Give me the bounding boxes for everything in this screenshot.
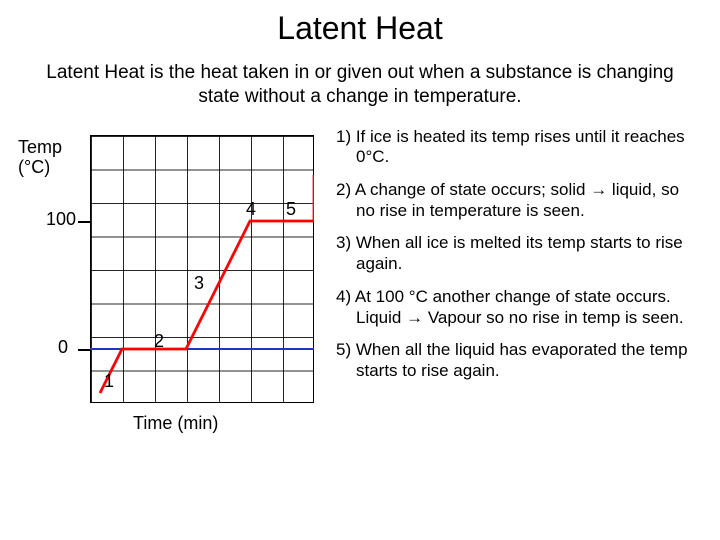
y-axis-label: Temp(°C) (18, 137, 62, 178)
phase-label-4: 4 (246, 199, 256, 220)
explanation-list: 1) If ice is heated its temp rises until… (336, 127, 702, 394)
heating-curve (100, 175, 314, 393)
page-title: Latent Heat (18, 10, 702, 47)
note-1: 1) If ice is heated its temp rises until… (336, 127, 702, 168)
phase-label-1: 1 (104, 371, 114, 392)
note-2: 2) A change of state occurs; solid → liq… (336, 180, 702, 221)
phase-label-3: 3 (194, 273, 204, 294)
phase-label-5: 5 (286, 199, 296, 220)
y-tick-100: 100 (46, 209, 76, 230)
phase-label-2: 2 (154, 331, 164, 352)
content-row: Temp(°C) 100 0 Time (min) 1 2 3 4 5 1) I… (18, 127, 702, 394)
y-tick-0: 0 (58, 337, 68, 358)
subtitle: Latent Heat is the heat taken in or give… (18, 61, 702, 109)
note-4: 4) At 100 °C another change of state occ… (336, 287, 702, 328)
x-axis-label: Time (min) (133, 413, 218, 434)
note-5: 5) When all the liquid has evaporated th… (336, 340, 702, 381)
y-tick-100-mark (78, 221, 90, 223)
chart-area: Temp(°C) 100 0 Time (min) 1 2 3 4 5 (18, 127, 318, 394)
chart-svg (90, 135, 314, 403)
y-tick-0-mark (78, 349, 90, 351)
note-3: 3) When all ice is melted its temp start… (336, 233, 702, 274)
